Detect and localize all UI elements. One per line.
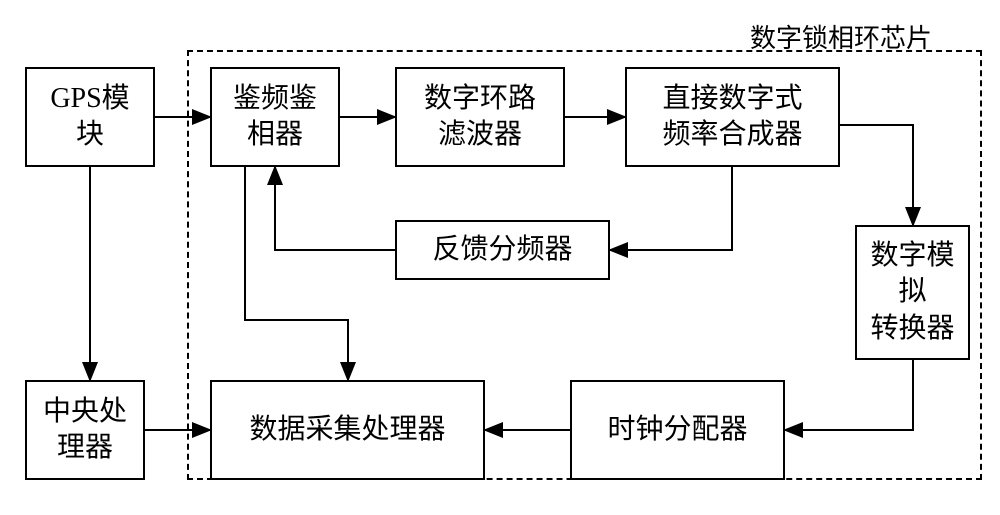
cpu-label: 中央处理器: [43, 394, 127, 467]
clock-dist-label: 时钟分配器: [607, 412, 747, 448]
loop-filter-label: 数字环路滤波器: [424, 81, 536, 154]
clock-dist-box: 时钟分配器: [570, 380, 785, 480]
dac-label: 数字模拟转换器: [865, 238, 960, 347]
pll-chip-label: 数字锁相环芯片: [750, 18, 932, 55]
gps-module-box: GPS模块: [25, 67, 155, 167]
feedback-divider-label: 反馈分频器: [432, 232, 572, 268]
loop-filter-box: 数字环路滤波器: [395, 67, 565, 167]
feedback-divider-box: 反馈分频器: [395, 220, 610, 280]
daq-label: 数据采集处理器: [249, 412, 445, 448]
cpu-box: 中央处理器: [25, 380, 145, 480]
gps-module-label: GPS模块: [50, 81, 129, 154]
dds-label: 直接数字式频率合成器: [662, 81, 802, 154]
dds-box: 直接数字式频率合成器: [625, 67, 840, 167]
pfd-box: 鉴频鉴相器: [210, 67, 340, 167]
dac-box: 数字模拟转换器: [855, 225, 970, 360]
daq-box: 数据采集处理器: [210, 380, 485, 480]
pfd-label: 鉴频鉴相器: [233, 81, 317, 154]
